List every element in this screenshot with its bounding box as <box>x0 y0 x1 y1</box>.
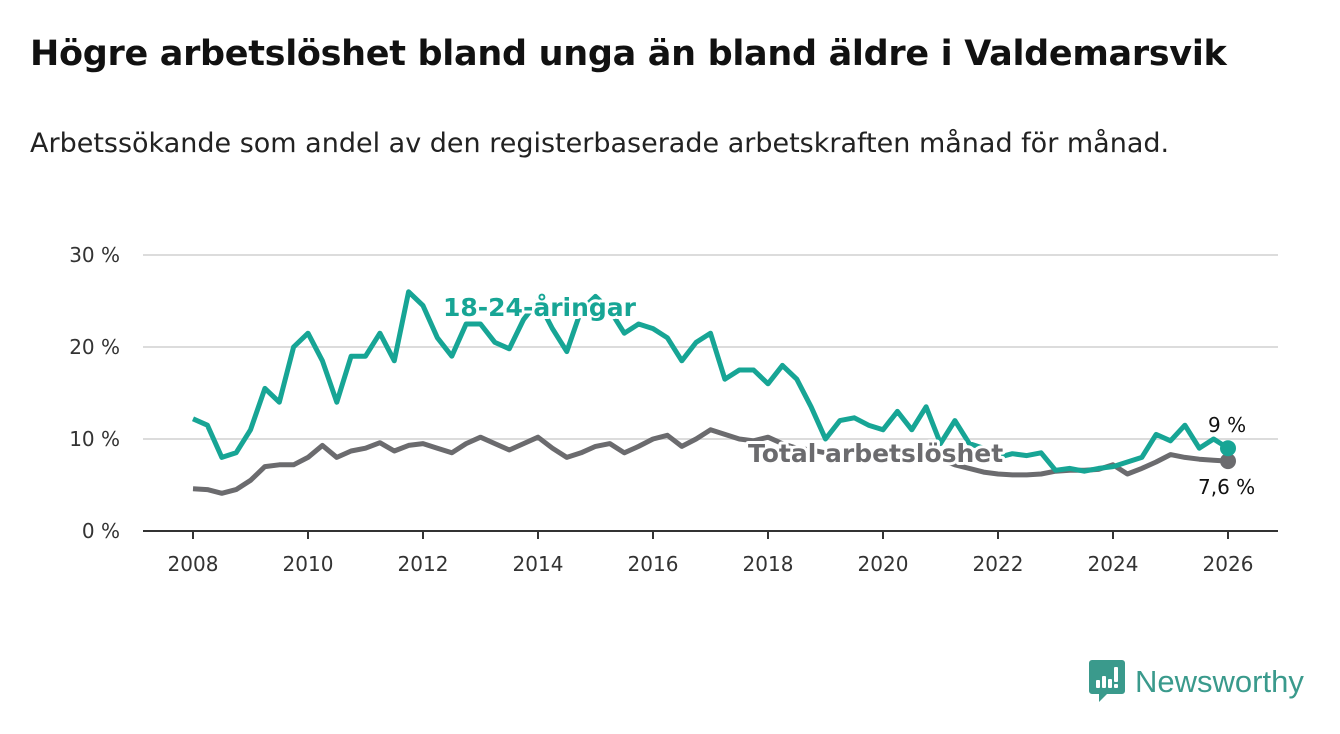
x-tick-label: 2014 <box>513 552 564 576</box>
x-tick-label: 2022 <box>973 552 1024 576</box>
x-tick-label: 2018 <box>743 552 794 576</box>
series-label-youth: 18-24-åringar <box>443 293 637 322</box>
brand-logo: Newsworthy <box>1089 660 1304 704</box>
y-tick-label: 10 % <box>69 427 120 451</box>
x-tick-label: 2024 <box>1088 552 1139 576</box>
x-tick-label: 2026 <box>1203 552 1254 576</box>
x-tick-label: 2010 <box>283 552 334 576</box>
chart-subtitle: Arbetssökande som andel av den registerb… <box>30 128 1170 159</box>
chart-title: Högre arbetslöshet bland unga än bland ä… <box>30 34 1227 74</box>
newsworthy-logo-icon <box>1089 660 1125 702</box>
end-value-total: 7,6 % <box>1198 475 1255 499</box>
x-tick-label: 2012 <box>398 552 449 576</box>
end-value-youth: 9 % <box>1208 413 1246 437</box>
y-tick-label: 30 % <box>69 243 120 267</box>
series-end-point <box>1220 453 1236 470</box>
x-tick-label: 2008 <box>168 552 219 576</box>
y-tick-label: 0 % <box>82 519 120 543</box>
series-label-total: Total arbetslöshet <box>748 439 1003 468</box>
x-tick-label: 2016 <box>628 552 679 576</box>
series-line-youth <box>191 289 1230 474</box>
x-tick-label: 2020 <box>858 552 909 576</box>
series-end-point <box>1220 440 1236 457</box>
brand-name: Newsworthy <box>1135 664 1304 699</box>
y-tick-label: 20 % <box>69 335 120 359</box>
